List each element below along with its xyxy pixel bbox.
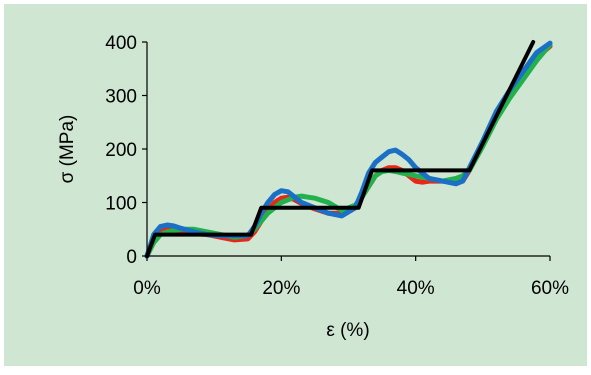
- y-tick-label: 200: [105, 140, 137, 161]
- x-tick-label: 60%: [531, 278, 569, 299]
- chart-background: [4, 4, 587, 366]
- x-axis-title: ε (%): [326, 320, 369, 341]
- y-tick-label: 400: [105, 33, 137, 54]
- y-axis-title: σ (MPa): [57, 115, 78, 184]
- y-tick-label: 300: [105, 87, 137, 108]
- y-tick-label: 0: [126, 247, 137, 268]
- x-tick-label: 0%: [133, 278, 161, 299]
- y-tick-label: 100: [105, 194, 137, 215]
- x-tick-label: 40%: [397, 278, 435, 299]
- x-tick-label: 20%: [262, 278, 300, 299]
